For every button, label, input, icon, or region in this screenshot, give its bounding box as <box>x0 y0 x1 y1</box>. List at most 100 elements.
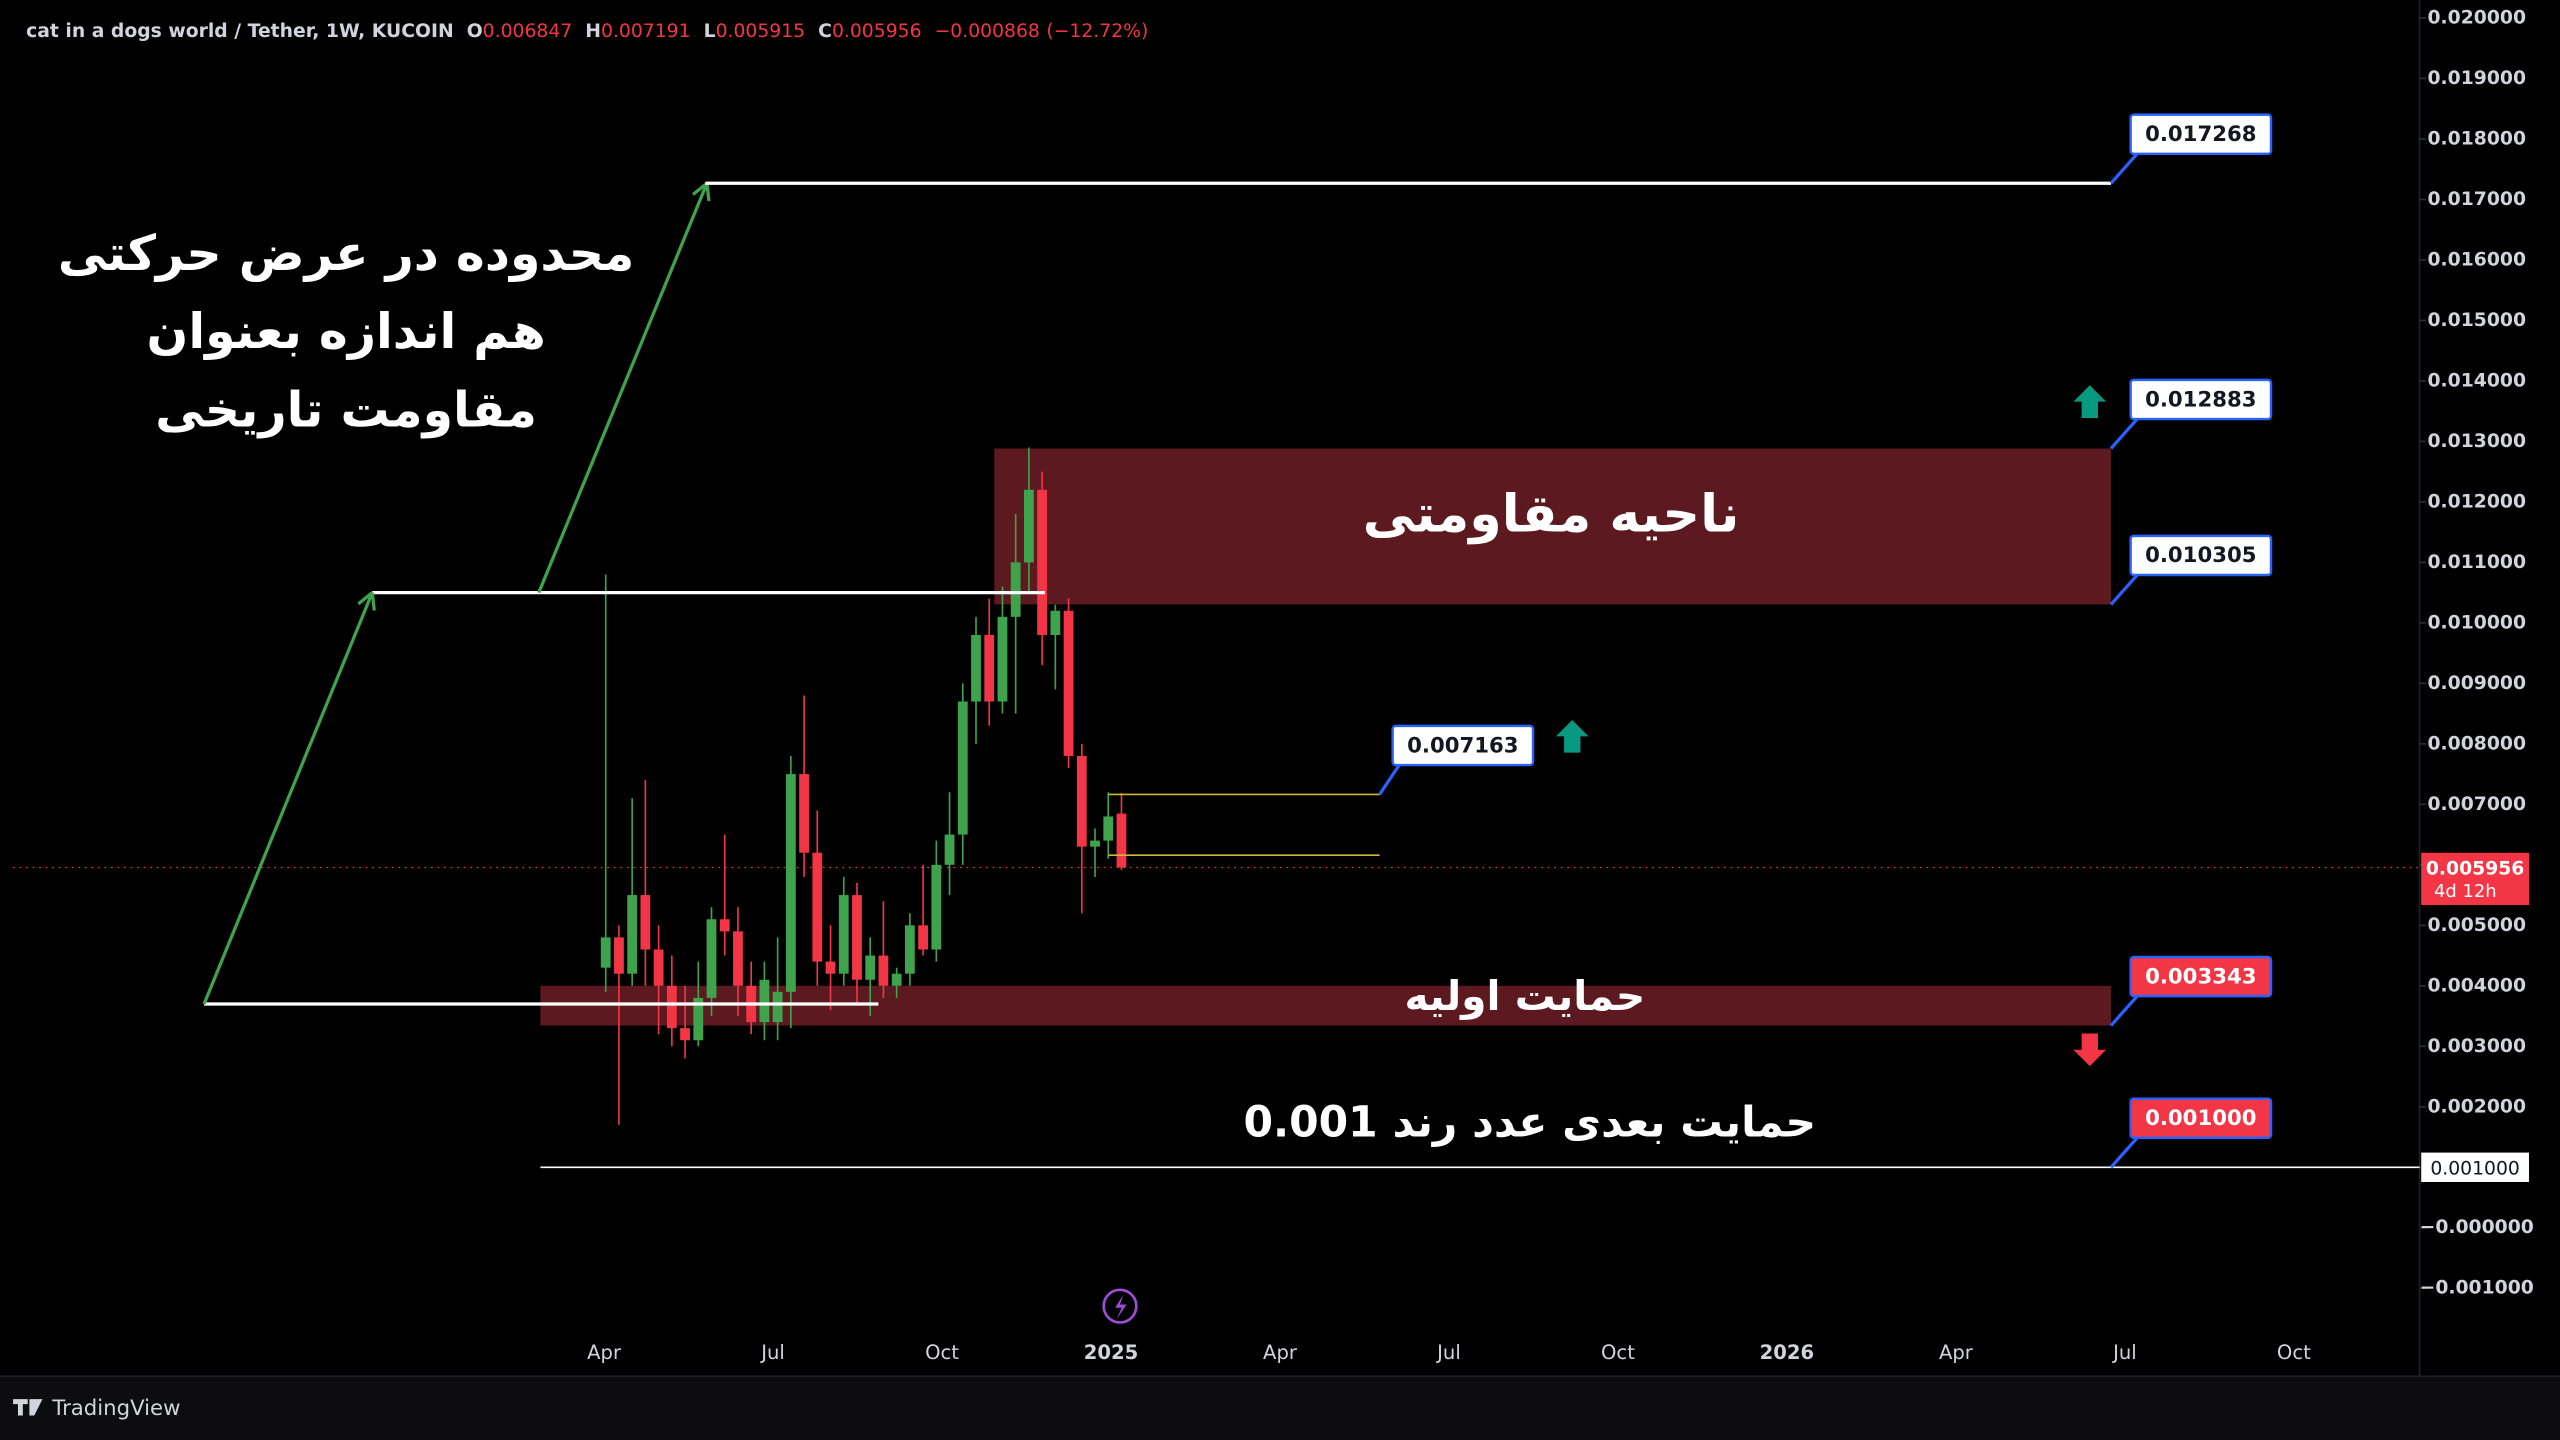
x-tick-label: Apr <box>1939 1341 1974 1364</box>
callout-label: 0.007163 <box>1407 733 1518 758</box>
down-arrow <box>2073 1033 2107 1067</box>
candle-body <box>812 852 823 962</box>
ohlc-key: L <box>704 21 716 42</box>
event-icon[interactable] <box>1102 1288 1138 1324</box>
header: cat in a dogs world / Tether, 1W, KUCOIN… <box>26 21 1148 42</box>
y-tick-label: 0.002000 <box>2427 1096 2526 1117</box>
candle-body <box>600 937 611 968</box>
support-zone <box>540 985 2112 1026</box>
y-tick-label: 0.020000 <box>2427 7 2526 28</box>
callout-box <box>2129 534 2273 577</box>
candle-body <box>759 979 770 1023</box>
countdown: 4d 12h <box>2434 881 2497 902</box>
candle-body <box>918 925 929 950</box>
ohlc-key: H <box>585 21 601 42</box>
arrow-head <box>691 181 708 196</box>
candle-body <box>653 949 664 986</box>
candle-body <box>878 955 889 986</box>
candle-body <box>1103 816 1114 841</box>
candle-body <box>891 973 902 986</box>
footer-bar <box>0 1376 2560 1440</box>
callout-pointer <box>2109 573 2139 606</box>
change-pct: (−12.72%) <box>1046 21 1148 42</box>
candle-body <box>680 1028 690 1041</box>
callout-pointer <box>2109 1136 2139 1169</box>
price-label: 0.005956 <box>2426 859 2525 880</box>
candle-body <box>997 616 1008 702</box>
arrow-head <box>357 591 374 606</box>
range-note: محدوده در عرض حرکتی <box>58 225 634 283</box>
arrow-head <box>370 592 376 611</box>
callout-label: 0.012883 <box>2145 387 2256 412</box>
y-tick-label: 0.004000 <box>2427 975 2526 996</box>
candle-body <box>971 634 981 702</box>
candle-body <box>627 895 638 974</box>
x-tick-label: Oct <box>2277 1341 2311 1364</box>
y-tick-label: 0.011000 <box>2427 552 2526 573</box>
candle-body <box>666 985 677 1029</box>
up-arrow <box>2073 385 2107 418</box>
candle-body <box>944 834 955 865</box>
event-icon-bolt <box>1115 1294 1127 1320</box>
y-tick-label: 0.014000 <box>2427 370 2526 391</box>
y-tick-label: 0.018000 <box>2427 128 2526 149</box>
y-tick-label: 0.003000 <box>2427 1036 2526 1057</box>
x-tick-label: Jul <box>1435 1341 1461 1364</box>
callout-box <box>1391 724 1535 767</box>
candle-body <box>799 774 809 853</box>
ohlc-value: 0.005956 <box>832 21 922 42</box>
resistance-zone <box>994 448 2112 605</box>
ohlc-key: O <box>467 21 483 42</box>
callout-pointer <box>2109 995 2139 1027</box>
candle-body <box>719 919 730 932</box>
callout-pointer <box>1378 764 1401 796</box>
next-support-label: حمایت بعدی عدد رند 0.001 <box>1243 1098 1816 1147</box>
candle-body <box>838 895 849 974</box>
candle-body <box>772 991 783 1023</box>
projection-arrow <box>537 182 709 594</box>
candle-body <box>1037 489 1048 635</box>
y-tick-label: 0.005000 <box>2427 915 2526 936</box>
projection-arrow <box>202 592 374 1005</box>
callout-label: 0.017268 <box>2145 122 2256 147</box>
axis-level-label: 0.001000 <box>2430 1158 2520 1179</box>
candle-body <box>865 955 876 980</box>
x-tick-label: Oct <box>1601 1341 1635 1364</box>
y-tick-label: 0.010000 <box>2427 612 2526 633</box>
candle-body <box>614 937 624 974</box>
x-tick-label: Oct <box>925 1341 959 1364</box>
callout-box <box>2129 1097 2273 1140</box>
callout-box <box>2129 378 2273 421</box>
candle-body <box>733 931 743 986</box>
x-tick-label: Apr <box>1263 1341 1298 1364</box>
callout-pointer <box>2109 417 2139 450</box>
y-tick-label: 0.016000 <box>2427 249 2526 270</box>
candle-body <box>825 961 836 974</box>
range-note: مقاومت تاریخی <box>155 382 537 440</box>
y-tick-label: 0.019000 <box>2427 68 2526 89</box>
y-tick-label: 0.017000 <box>2427 189 2526 210</box>
callout-label: 0.010305 <box>2145 543 2256 568</box>
candle-body <box>706 919 717 998</box>
candle-body <box>1063 610 1074 756</box>
change: −0.000868 <box>935 21 1040 42</box>
brand-logo <box>13 1399 43 1416</box>
candle-body <box>957 701 968 835</box>
candle-body <box>852 895 862 980</box>
callout-pointer <box>2109 152 2139 185</box>
symbol-title: cat in a dogs world / Tether, 1W, KUCOIN <box>26 21 454 42</box>
x-tick-label: Jul <box>2111 1341 2137 1364</box>
x-tick-label: 2025 <box>1084 1341 1138 1364</box>
candle-body <box>931 864 942 950</box>
y-tick-label: −0.000000 <box>2420 1217 2534 1238</box>
ohlc-key: C <box>818 21 832 42</box>
resistance-label: ناحیه مقاومتی <box>1363 485 1740 545</box>
y-tick-label: −0.001000 <box>2420 1278 2534 1299</box>
ohlc-value: 0.005915 <box>716 21 806 42</box>
candle-body <box>1090 840 1100 847</box>
candle-body <box>1050 610 1061 635</box>
y-tick-label: 0.013000 <box>2427 431 2526 452</box>
ohlc-value: 0.007191 <box>601 21 691 42</box>
